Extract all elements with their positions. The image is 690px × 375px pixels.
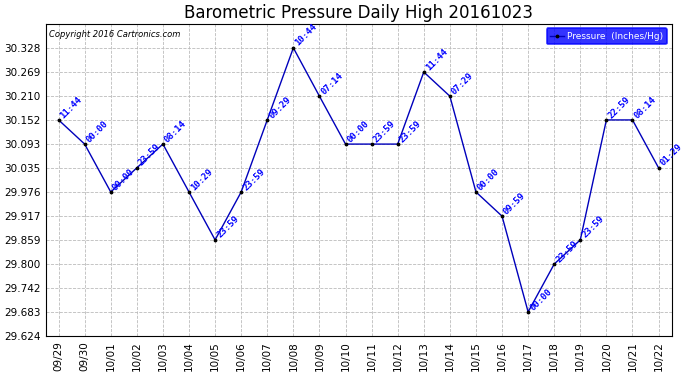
Text: 23:59: 23:59: [397, 119, 423, 144]
Text: 07:14: 07:14: [319, 71, 345, 96]
Pressure  (Inches/Hg): [368, 142, 376, 146]
Text: 23:59: 23:59: [580, 214, 606, 240]
Pressure  (Inches/Hg): [159, 142, 167, 146]
Text: 08:14: 08:14: [633, 94, 658, 120]
Pressure  (Inches/Hg): [654, 166, 662, 170]
Pressure  (Inches/Hg): [498, 214, 506, 218]
Text: 23:59: 23:59: [215, 214, 240, 240]
Pressure  (Inches/Hg): [629, 118, 637, 122]
Pressure  (Inches/Hg): [602, 118, 611, 122]
Text: 07:29: 07:29: [450, 71, 475, 96]
Pressure  (Inches/Hg): [420, 70, 428, 74]
Pressure  (Inches/Hg): [106, 190, 115, 194]
Pressure  (Inches/Hg): [211, 238, 219, 242]
Pressure  (Inches/Hg): [576, 238, 584, 242]
Text: 09:59: 09:59: [502, 191, 527, 216]
Text: 23:59: 23:59: [554, 238, 580, 264]
Text: 08:14: 08:14: [163, 119, 188, 144]
Pressure  (Inches/Hg): [185, 190, 193, 194]
Pressure  (Inches/Hg): [342, 142, 350, 146]
Text: 00:00: 00:00: [528, 286, 553, 312]
Text: 23:59: 23:59: [137, 142, 162, 168]
Pressure  (Inches/Hg): [81, 142, 89, 146]
Legend: Pressure  (Inches/Hg): Pressure (Inches/Hg): [546, 28, 667, 45]
Title: Barometric Pressure Daily High 20161023: Barometric Pressure Daily High 20161023: [184, 4, 533, 22]
Text: Copyright 2016 Cartronics.com: Copyright 2016 Cartronics.com: [49, 30, 180, 39]
Pressure  (Inches/Hg): [472, 190, 480, 194]
Text: 00:00: 00:00: [85, 119, 110, 144]
Pressure  (Inches/Hg): [237, 190, 246, 194]
Pressure  (Inches/Hg): [132, 166, 141, 170]
Pressure  (Inches/Hg): [315, 94, 324, 98]
Text: 22:59: 22:59: [607, 94, 632, 120]
Text: 11:44: 11:44: [59, 94, 84, 120]
Text: 09:29: 09:29: [267, 94, 293, 120]
Line: Pressure  (Inches/Hg): Pressure (Inches/Hg): [56, 45, 661, 314]
Text: 23:59: 23:59: [372, 119, 397, 144]
Text: 23:59: 23:59: [241, 166, 266, 192]
Pressure  (Inches/Hg): [55, 118, 63, 122]
Text: 00:00: 00:00: [110, 166, 136, 192]
Text: 11:44: 11:44: [424, 46, 449, 72]
Pressure  (Inches/Hg): [550, 262, 558, 266]
Pressure  (Inches/Hg): [289, 46, 297, 50]
Text: 10:29: 10:29: [189, 166, 215, 192]
Pressure  (Inches/Hg): [524, 310, 532, 314]
Text: 10:44: 10:44: [293, 22, 319, 48]
Pressure  (Inches/Hg): [446, 94, 454, 98]
Pressure  (Inches/Hg): [263, 118, 271, 122]
Text: 00:00: 00:00: [346, 119, 371, 144]
Pressure  (Inches/Hg): [393, 142, 402, 146]
Text: 00:00: 00:00: [476, 166, 502, 192]
Text: 01:29: 01:29: [658, 142, 684, 168]
